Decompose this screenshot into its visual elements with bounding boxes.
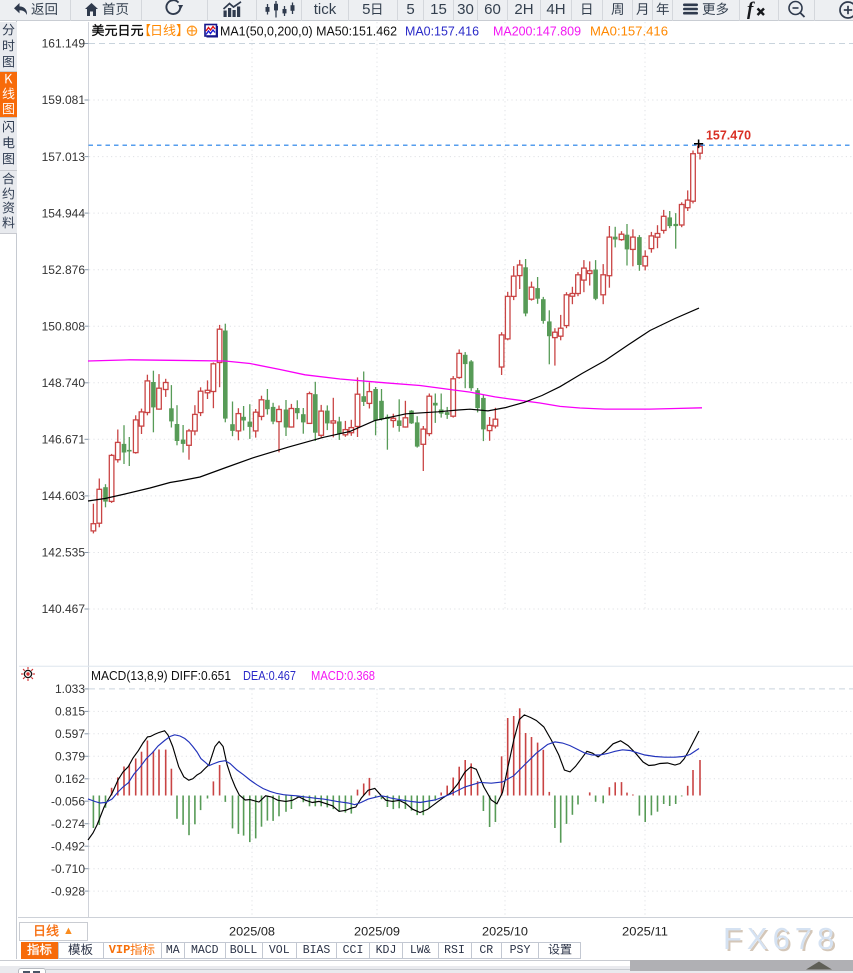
svg-text:146.671: 146.671 — [42, 433, 86, 447]
svg-text:154.944: 154.944 — [42, 206, 86, 220]
svg-text:MA0:157.416: MA0:157.416 — [405, 24, 479, 39]
svg-text:157.470: 157.470 — [706, 128, 751, 143]
svg-text:-0.928: -0.928 — [51, 884, 85, 898]
svg-text:157.013: 157.013 — [42, 150, 86, 164]
svg-text:MA1(50,0,200,0) MA50:151.462: MA1(50,0,200,0) MA50:151.462 — [220, 24, 397, 39]
svg-text:-0.710: -0.710 — [51, 862, 85, 876]
svg-text:MACD:0.368: MACD:0.368 — [311, 668, 375, 683]
svg-text:148.740: 148.740 — [42, 376, 86, 390]
svg-text:f: f — [747, 0, 755, 19]
svg-text:150.808: 150.808 — [42, 319, 86, 333]
svg-text:0.597: 0.597 — [55, 727, 85, 741]
svg-text:144.603: 144.603 — [42, 489, 86, 503]
svg-text:2025/08: 2025/08 — [229, 925, 275, 939]
svg-text:MA200:147.809: MA200:147.809 — [493, 24, 581, 39]
svg-text:152.876: 152.876 — [42, 263, 86, 277]
svg-text:MA0:157.416: MA0:157.416 — [590, 24, 668, 39]
svg-text:-0.274: -0.274 — [51, 817, 85, 831]
svg-text:2025/10: 2025/10 — [482, 925, 528, 939]
svg-text:142.535: 142.535 — [42, 546, 86, 560]
svg-text:2025/09: 2025/09 — [354, 925, 400, 939]
svg-text:2025/11: 2025/11 — [622, 925, 668, 939]
svg-text:1.033: 1.033 — [55, 682, 85, 696]
svg-text:0.815: 0.815 — [55, 705, 85, 719]
svg-text:0.379: 0.379 — [55, 750, 85, 764]
svg-text:MACD(13,8,9) DIFF:0.651: MACD(13,8,9) DIFF:0.651 — [91, 668, 231, 683]
svg-text:-0.492: -0.492 — [51, 839, 85, 853]
svg-text:0.162: 0.162 — [55, 772, 85, 786]
svg-text:DEA:0.467: DEA:0.467 — [243, 668, 296, 683]
svg-text:161.149: 161.149 — [42, 37, 86, 51]
svg-text:140.467: 140.467 — [42, 602, 86, 616]
svg-text:-0.056: -0.056 — [51, 795, 85, 809]
svg-text:159.081: 159.081 — [42, 93, 86, 107]
